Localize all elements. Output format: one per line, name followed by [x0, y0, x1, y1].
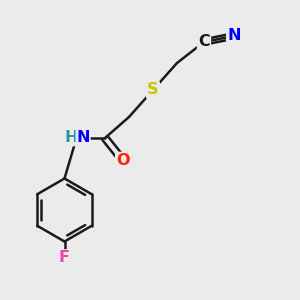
Text: C: C — [198, 34, 210, 50]
Text: S: S — [147, 82, 159, 98]
Text: N: N — [76, 130, 90, 146]
Text: H: H — [64, 130, 78, 146]
Text: N: N — [227, 28, 241, 44]
Text: F: F — [59, 250, 70, 266]
Text: O: O — [116, 153, 130, 168]
